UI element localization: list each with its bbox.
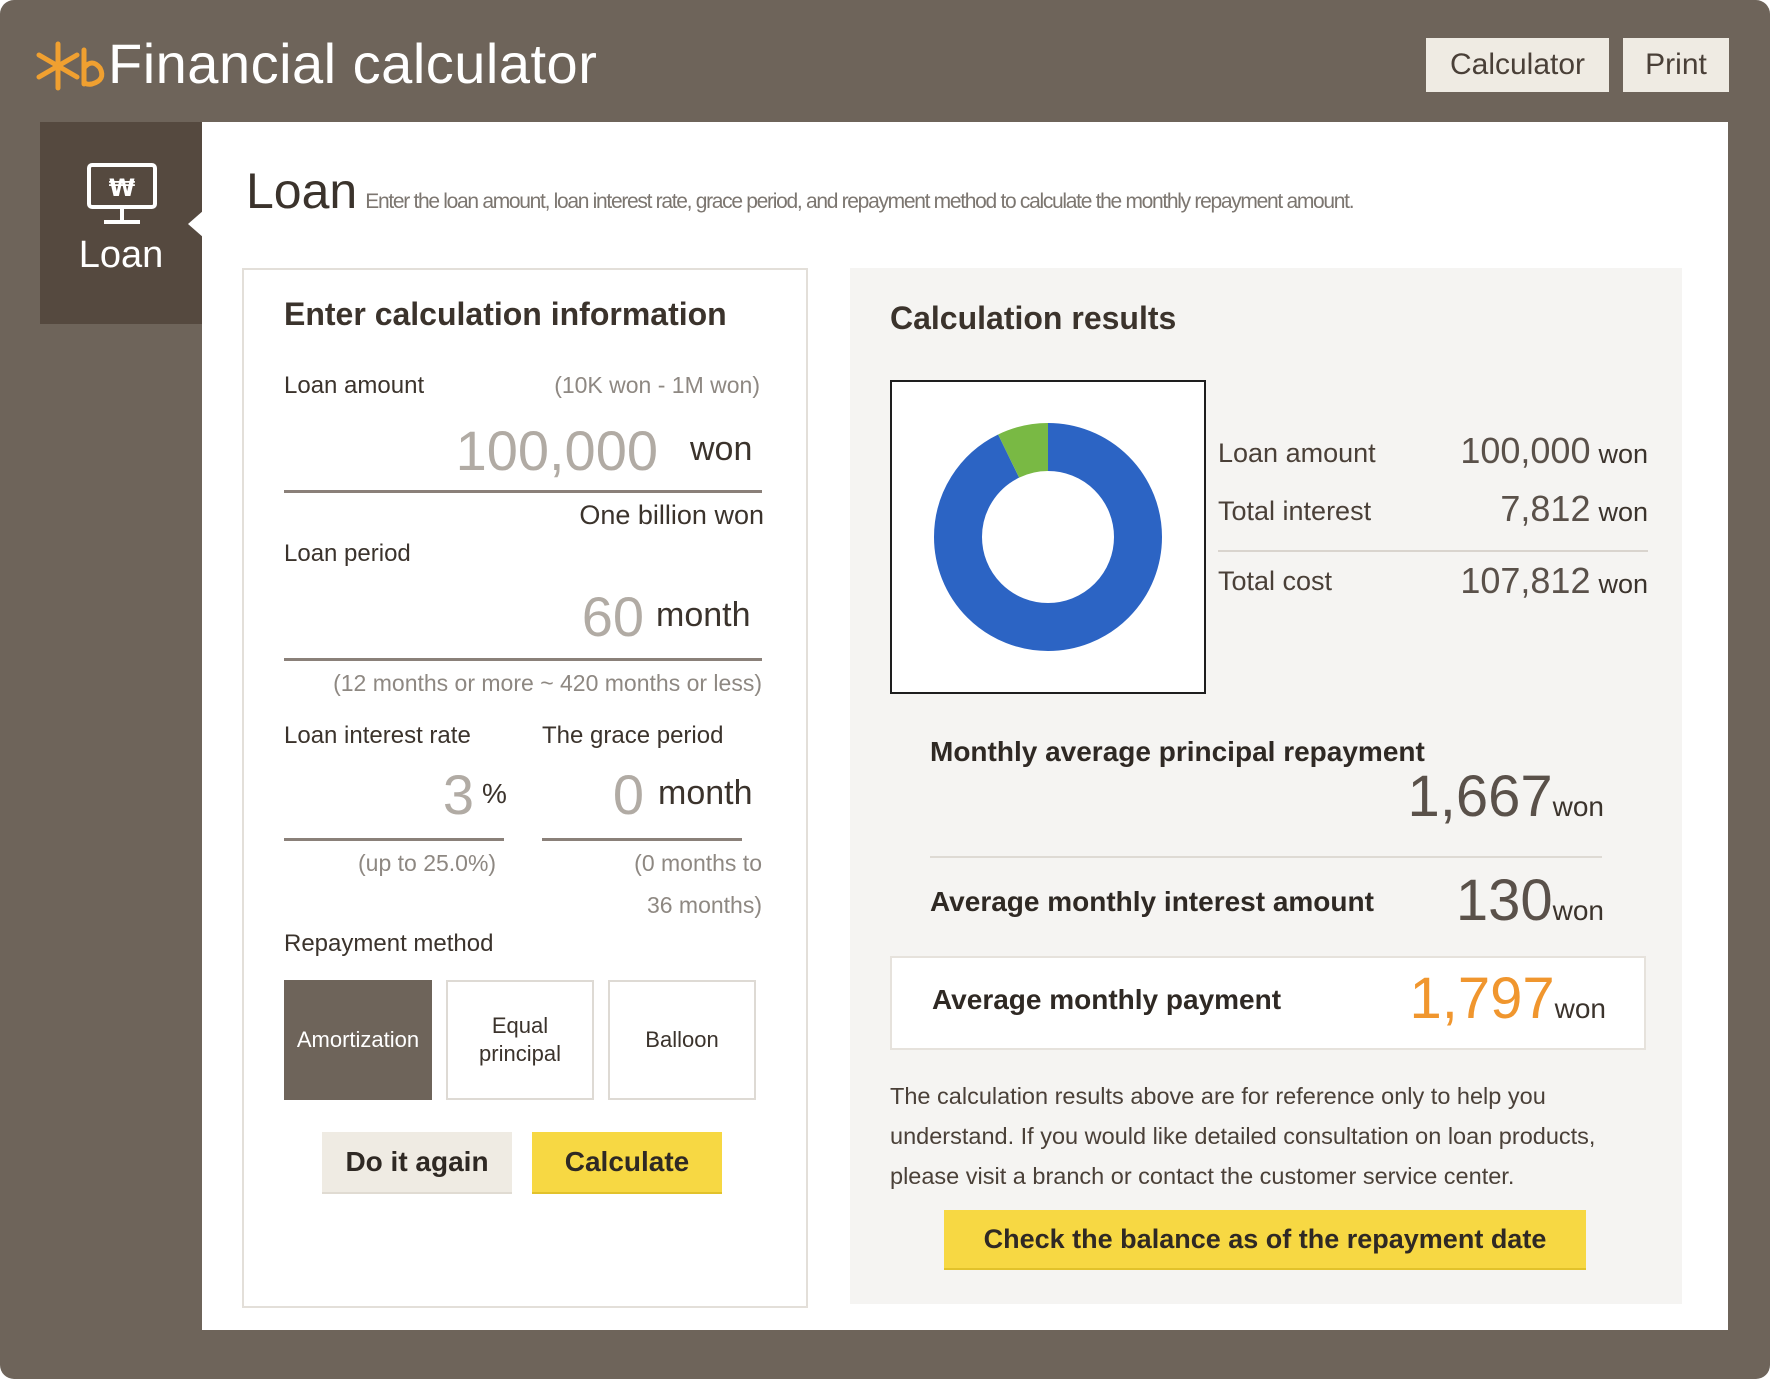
- monthly-principal-label: Monthly average principal repayment: [930, 736, 1425, 767]
- interest-segment: [934, 423, 1162, 651]
- main-panel: Loan Enter the loan amount, loan interest…: [202, 122, 1728, 1330]
- grace-period-label: The grace period: [542, 722, 724, 749]
- summary-total-interest-number: 7,812: [1500, 488, 1591, 529]
- results-title: Calculation results: [890, 300, 1177, 336]
- summary-total-cost-label: Total cost: [1218, 566, 1333, 596]
- monthly-principal-number: 1,667: [1407, 764, 1553, 829]
- calculate-button[interactable]: Calculate: [532, 1132, 722, 1194]
- loan-period-input[interactable]: 60: [581, 585, 644, 648]
- page-heading: Loan Enter the loan amount, loan interest…: [246, 162, 1355, 220]
- repayment-option-balloon[interactable]: Balloon: [608, 980, 756, 1100]
- monitor-won-icon: ₩: [87, 163, 157, 224]
- sidebar-item-label: Loan: [78, 234, 164, 276]
- loan-period-hint: (12 months or more ~ 420 months or less): [333, 670, 762, 696]
- monthly-payment-value: 1,797won: [1409, 964, 1606, 1034]
- kb-star-logo-icon: [36, 41, 105, 91]
- results-panel: Calculation results Loan amount 100,000 w…: [850, 268, 1682, 1304]
- repayment-option-amortization[interactable]: Amortization: [284, 980, 432, 1100]
- interest-rate-hint: (up to 25.0%): [358, 850, 497, 876]
- repayment-option-equal-principal[interactable]: Equal principal: [446, 980, 594, 1100]
- principal-segment: [934, 423, 1162, 651]
- summary-loan-amount-unit: won: [1598, 439, 1648, 469]
- sidebar-item-loan[interactable]: ₩ Loan: [40, 122, 202, 324]
- summary-divider: [1218, 550, 1648, 552]
- grace-period-input[interactable]: 0: [612, 763, 644, 826]
- donut-chart: [890, 380, 1206, 694]
- input-panel: Enter calculation information Loan amoun…: [242, 268, 808, 1308]
- repayment-method-label: Repayment method: [284, 930, 494, 957]
- loan-amount-range: (10K won - 1M won): [554, 372, 760, 398]
- loan-period-underline: [284, 658, 762, 661]
- app-title: Financial calculator: [108, 32, 598, 95]
- loan-amount-underline: [284, 490, 762, 493]
- donut-chart-svg: [934, 423, 1162, 651]
- monthly-payment-label: Average monthly payment: [932, 984, 1282, 1015]
- interest-rate-unit: %: [482, 778, 507, 809]
- monthly-interest-label: Average monthly interest amount: [930, 886, 1374, 917]
- monthly-payment-box: Average monthly payment 1,797won: [890, 956, 1646, 1050]
- interest-rate-underline: [284, 838, 504, 841]
- summary-total-interest-label: Total interest: [1218, 496, 1372, 526]
- monthly-principal-value: 1,667won: [1407, 762, 1604, 832]
- do-it-again-button[interactable]: Do it again: [322, 1132, 512, 1194]
- page-title: Loan: [246, 163, 358, 219]
- active-tab-pointer: [188, 210, 204, 238]
- loan-amount-label: Loan amount: [284, 372, 425, 399]
- monthly-principal-unit: won: [1552, 791, 1604, 822]
- input-panel-title: Enter calculation information: [284, 296, 727, 332]
- monthly-interest-unit: won: [1552, 895, 1604, 926]
- summary-total-cost-unit: won: [1598, 569, 1648, 599]
- loan-amount-unit: won: [690, 430, 753, 468]
- monthly-interest-value: 130won: [1456, 866, 1604, 936]
- summary-total-interest-unit: won: [1598, 497, 1648, 527]
- disclaimer-text: The calculation results above are for re…: [890, 1083, 1596, 1189]
- summary-total-cost-number: 107,812: [1460, 560, 1591, 601]
- loan-amount-in-words: One billion won: [579, 500, 764, 530]
- summary-total-cost-value: 107,812 won: [1460, 560, 1648, 602]
- loan-period-unit: month: [656, 596, 751, 634]
- svg-text:₩: ₩: [109, 174, 136, 202]
- monthly-payment-number: 1,797: [1409, 966, 1555, 1031]
- loan-amount-input[interactable]: 100,000: [455, 419, 658, 482]
- grace-period-unit: month: [658, 774, 753, 812]
- loan-period-label: Loan period: [284, 540, 411, 567]
- grace-period-hint-2: 36 months): [646, 892, 762, 918]
- print-button[interactable]: Print: [1623, 38, 1729, 92]
- average-divider: [930, 856, 1602, 858]
- page-subtitle: Enter the loan amount, loan interest rat…: [365, 190, 1354, 213]
- grace-period-underline: [542, 838, 742, 841]
- check-balance-button[interactable]: Check the balance as of the repayment da…: [944, 1210, 1586, 1270]
- summary-loan-amount-value: 100,000 won: [1460, 430, 1648, 472]
- monthly-interest-number: 130: [1455, 868, 1553, 933]
- summary-loan-amount-label: Loan amount: [1218, 438, 1376, 468]
- summary-total-interest-value: 7,812 won: [1500, 488, 1648, 530]
- summary-loan-amount-number: 100,000: [1460, 430, 1591, 471]
- calculator-button[interactable]: Calculator: [1426, 38, 1609, 92]
- interest-rate-input[interactable]: 3: [442, 763, 474, 826]
- grace-period-hint-1: (0 months to: [634, 850, 762, 876]
- interest-rate-label: Loan interest rate: [284, 722, 471, 749]
- monthly-payment-unit: won: [1554, 993, 1606, 1024]
